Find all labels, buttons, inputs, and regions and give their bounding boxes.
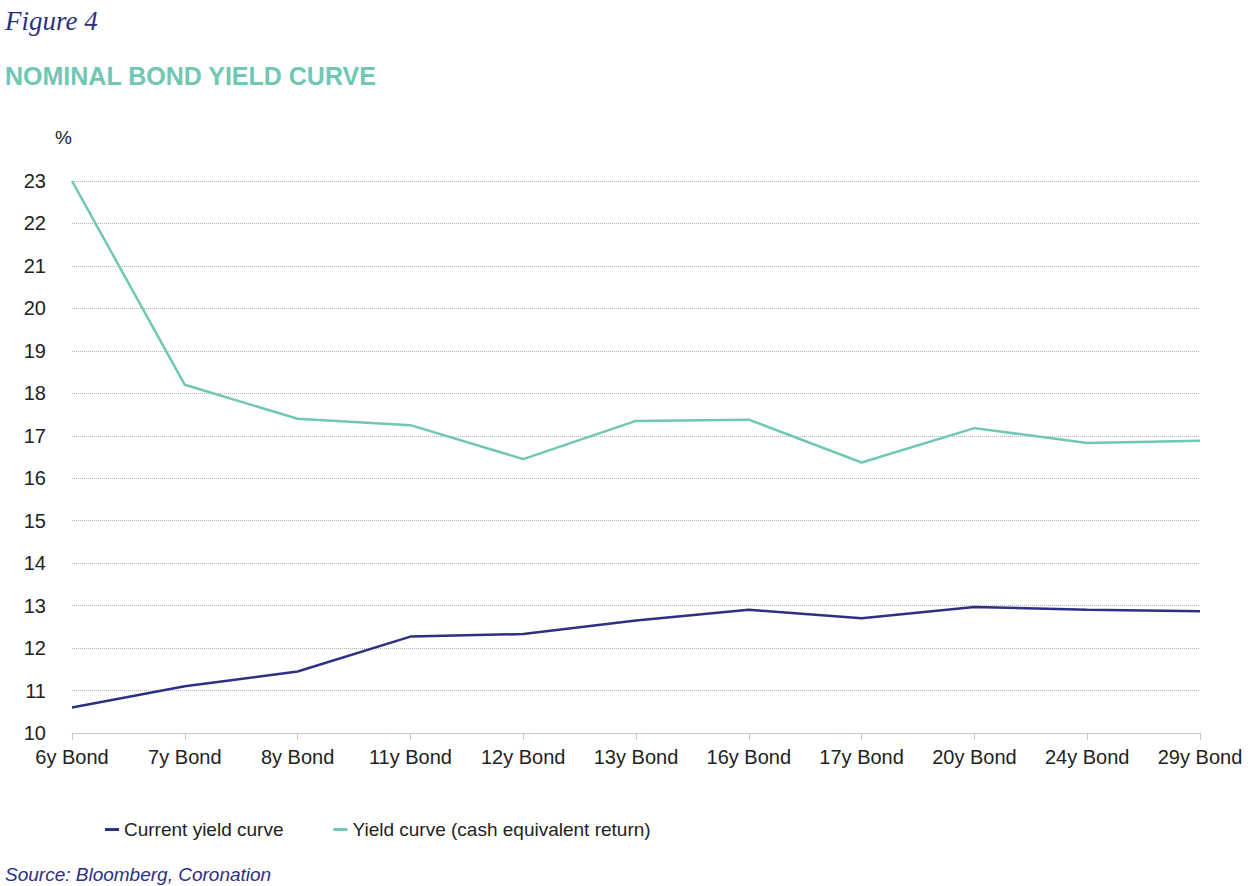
svg-text:15: 15: [24, 510, 46, 532]
svg-text:11: 11: [25, 680, 46, 702]
svg-text:Current yield curve: Current yield curve: [124, 819, 283, 840]
svg-text:20: 20: [24, 297, 46, 319]
svg-text:18: 18: [24, 382, 46, 404]
svg-text:24y Bond: 24y Bond: [1045, 746, 1130, 768]
svg-text:%: %: [55, 127, 72, 148]
svg-text:NOMINAL BOND YIELD CURVE: NOMINAL BOND YIELD CURVE: [5, 62, 376, 90]
svg-text:10: 10: [24, 722, 46, 744]
svg-text:16: 16: [24, 467, 46, 489]
svg-text:Source: Bloomberg, Coronation: Source: Bloomberg, Coronation: [5, 864, 271, 885]
svg-text:29y Bond: 29y Bond: [1158, 746, 1243, 768]
svg-text:22: 22: [24, 212, 46, 234]
svg-text:19: 19: [24, 340, 46, 362]
svg-text:12y Bond: 12y Bond: [481, 746, 566, 768]
svg-text:8y Bond: 8y Bond: [261, 746, 334, 768]
svg-text:12: 12: [24, 637, 46, 659]
svg-text:13y Bond: 13y Bond: [594, 746, 679, 768]
svg-text:11y Bond: 11y Bond: [369, 746, 452, 768]
svg-text:21: 21: [24, 255, 46, 277]
svg-text:16y Bond: 16y Bond: [707, 746, 792, 768]
svg-text:Figure 4: Figure 4: [4, 6, 98, 36]
svg-text:20y Bond: 20y Bond: [932, 746, 1017, 768]
svg-text:Yield curve (cash equivalent r: Yield curve (cash equivalent return): [352, 819, 650, 840]
svg-text:7y Bond: 7y Bond: [148, 746, 221, 768]
svg-text:6y Bond: 6y Bond: [35, 746, 108, 768]
svg-text:17: 17: [24, 425, 46, 447]
svg-text:23: 23: [24, 170, 46, 192]
svg-text:14: 14: [24, 552, 46, 574]
svg-text:17y Bond: 17y Bond: [819, 746, 904, 768]
svg-text:13: 13: [24, 595, 46, 617]
